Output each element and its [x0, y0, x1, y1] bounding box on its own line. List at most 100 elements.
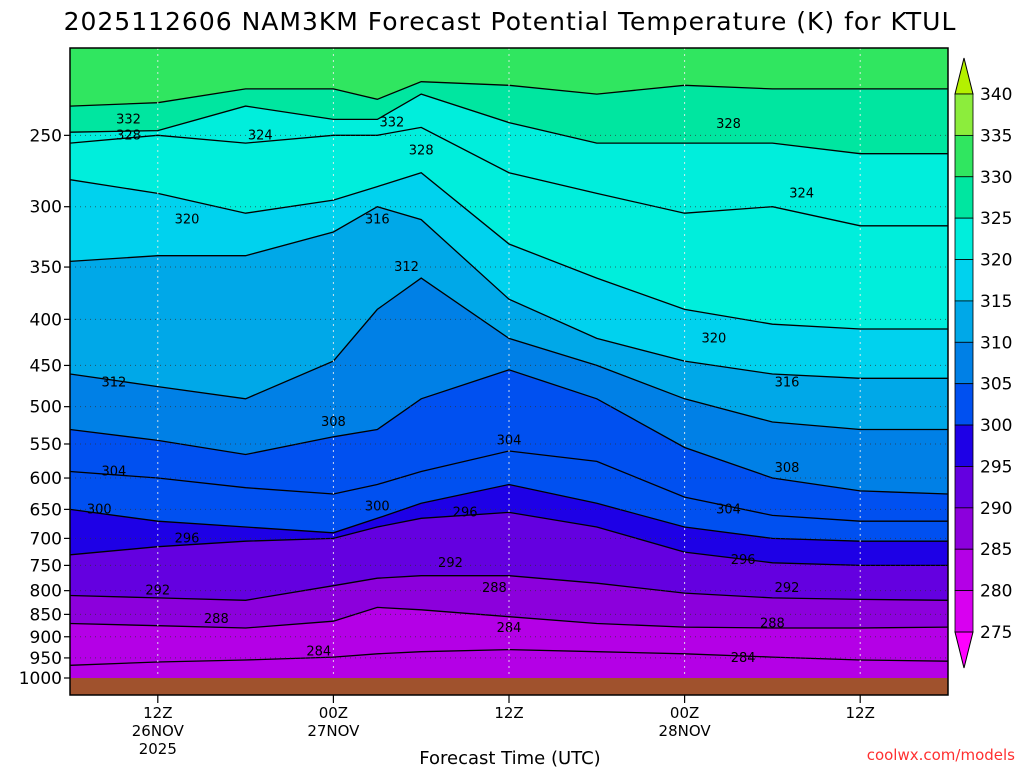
colorbar-cap-bottom: [954, 631, 974, 669]
contour-label-316: 316: [775, 375, 800, 390]
colorbar-label-325: 325: [980, 209, 1012, 229]
y-tick-label-250: 250: [30, 126, 62, 146]
contour-label-328: 328: [716, 117, 741, 132]
colorbar-segment: [954, 466, 974, 509]
x-tick-label-6-2: 26NOV: [132, 722, 185, 740]
contour-312: [70, 277, 948, 431]
colorbar-label-285: 285: [980, 540, 1012, 560]
contour-304: [70, 450, 948, 522]
x-tick-label-18-2: 27NOV: [307, 722, 360, 740]
colorbar-segment: [954, 300, 974, 343]
y-tick-label-700: 700: [30, 529, 62, 549]
contour-label-296: 296: [175, 531, 200, 546]
x-tick-label-42-1: 00Z: [670, 704, 699, 722]
contour-label-328: 328: [409, 144, 434, 159]
contour-label-296: 296: [453, 505, 478, 520]
contour-label-304: 304: [497, 433, 522, 448]
band-324: [70, 94, 948, 226]
contour-324: [70, 126, 948, 227]
contour-label-332: 332: [116, 112, 141, 127]
contour-332: [70, 81, 948, 107]
x-tick-label-54-1: 12Z: [846, 704, 875, 722]
y-tick-label-650: 650: [30, 500, 62, 520]
y-tick-label-800: 800: [30, 582, 62, 602]
colorbar-label-340: 340: [980, 85, 1012, 105]
colorbar-segment: [954, 341, 974, 385]
colorbar-segment: [954, 548, 974, 592]
contour-300: [70, 483, 948, 542]
colorbar-label-330: 330: [980, 168, 1012, 188]
y-tick-label-500: 500: [30, 398, 62, 418]
colorbar-segment: [954, 93, 974, 136]
contour-308: [70, 369, 948, 495]
credit-link[interactable]: coolwx.com/models: [867, 746, 1015, 764]
y-tick-label-950: 950: [30, 649, 62, 669]
colorbar-segment: [954, 259, 974, 302]
ground-surface: [70, 678, 948, 695]
colorbar-label-305: 305: [980, 375, 1012, 395]
colorbar-segment: [954, 176, 974, 219]
y-tick-label-600: 600: [30, 469, 62, 489]
colorbar-segment: [954, 590, 974, 633]
contour-label-292: 292: [145, 584, 170, 599]
contour-320: [70, 171, 948, 330]
contour-label-312: 312: [101, 375, 126, 390]
contour-label-292: 292: [438, 556, 463, 571]
chart-title: 2025112606 NAM3KM Forecast Potential Tem…: [64, 7, 957, 36]
band-308: [70, 278, 948, 494]
colorbar-segment: [954, 424, 974, 467]
colorbar: 275 280 285 290 295 300 305 310 315 320 325 330 335 3…: [954, 57, 1012, 669]
contour-label-292: 292: [775, 581, 800, 596]
contour-label-320: 320: [175, 213, 200, 228]
contour-label-304: 304: [101, 464, 126, 479]
contour-lines: [70, 81, 948, 666]
contour-label-300: 300: [365, 499, 390, 514]
contour-label-284: 284: [731, 651, 756, 666]
pressure-axis: 250 300 350 400 450 500 550 600 650 700 750 800 850 9…: [19, 126, 70, 689]
contour-316: [70, 205, 948, 379]
contour-label-284: 284: [497, 621, 522, 636]
colorbar-segment: [954, 383, 974, 426]
colorbar-label-295: 295: [980, 457, 1012, 477]
contour-label-304: 304: [716, 502, 741, 517]
contour-288: [70, 606, 948, 629]
band-316: [70, 172, 948, 379]
band-332: [70, 48, 948, 107]
contour-label-300: 300: [87, 502, 112, 517]
contour-label-296: 296: [731, 553, 756, 568]
colorbar-label-315: 315: [980, 292, 1012, 312]
contour-label-288: 288: [482, 581, 507, 596]
x-tick-label-30-1: 12Z: [494, 704, 523, 722]
colorbar-segment: [954, 134, 974, 178]
band-296: [70, 484, 948, 566]
contour-label-288: 288: [204, 612, 229, 627]
y-tick-label-300: 300: [30, 198, 62, 218]
y-tick-label-1000: 1000: [19, 669, 62, 689]
y-tick-label-400: 400: [30, 310, 62, 330]
band-292: [70, 512, 948, 601]
y-tick-label-350: 350: [30, 258, 62, 278]
x-tick-label-6-1: 12Z: [143, 704, 172, 722]
contour-328: [70, 93, 948, 155]
contour-label-332: 332: [380, 116, 405, 131]
colorbar-label-335: 335: [980, 126, 1012, 146]
contour-label-288: 288: [760, 616, 785, 631]
colorbar-label-300: 300: [980, 416, 1012, 436]
y-tick-label-550: 550: [30, 435, 62, 455]
contour-label-328: 328: [116, 128, 141, 143]
colorbar-label-275: 275: [980, 623, 1012, 643]
x-axis-label: Forecast Time (UTC): [419, 748, 600, 768]
x-tick-label-6-3: 2025: [139, 740, 177, 758]
colorbar-label-290: 290: [980, 499, 1012, 519]
contour-292: [70, 575, 948, 601]
band-300: [70, 451, 948, 542]
y-tick-label-900: 900: [30, 628, 62, 648]
colorbar-segment: [954, 217, 974, 260]
colorbar-segment: [954, 507, 974, 550]
contour-label-316: 316: [365, 213, 390, 228]
band-328: [70, 81, 948, 154]
contour-label-308: 308: [321, 415, 346, 430]
x-tick-label-18-1: 00Z: [319, 704, 348, 722]
colorbar-cap-top: [954, 57, 974, 95]
